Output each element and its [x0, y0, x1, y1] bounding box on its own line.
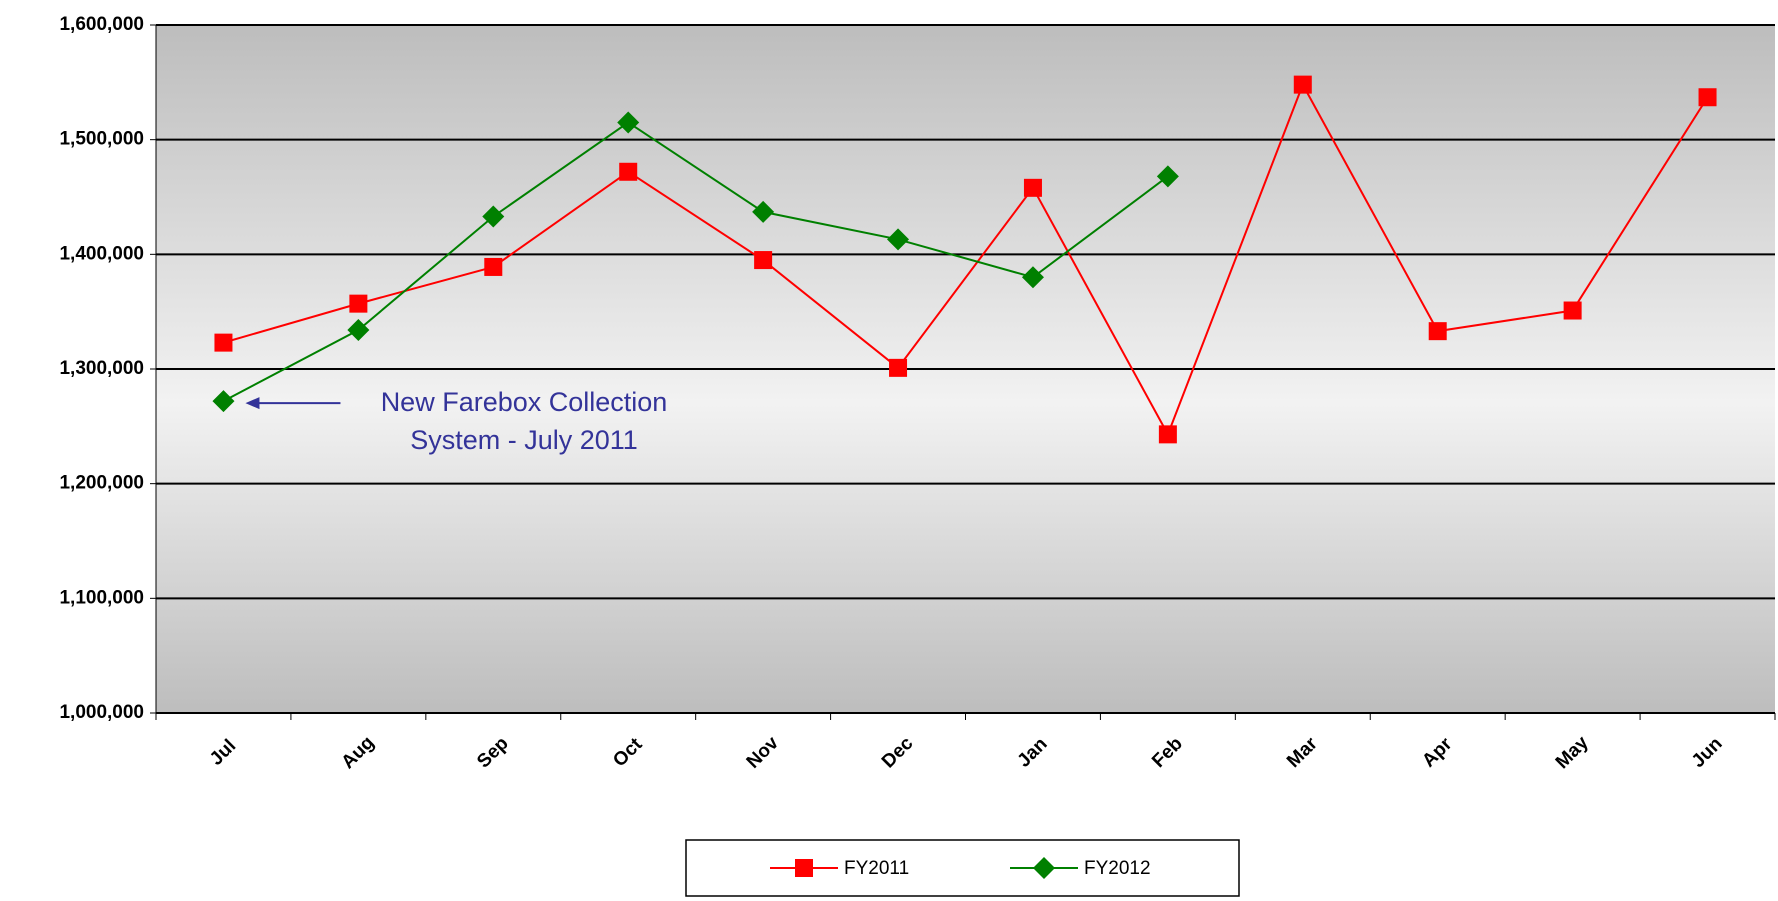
marker: [212, 390, 235, 413]
y-tick-label: 1,300,000: [59, 358, 144, 379]
x-tick-label: Feb: [1148, 733, 1187, 772]
y-tick-label: 1,400,000: [59, 243, 144, 264]
marker: [214, 333, 233, 352]
x-tick-label: Dec: [878, 733, 918, 773]
x-tick-label: Jan: [1014, 734, 1052, 772]
series-line: [222, 121, 1169, 402]
y-tick-label: 1,100,000: [59, 587, 144, 608]
marker: [752, 200, 775, 223]
marker: [1158, 425, 1177, 444]
y-tick-label: 1,600,000: [59, 14, 144, 35]
marker: [619, 162, 638, 181]
legend-label: FY2011: [844, 858, 909, 879]
marker: [1428, 322, 1447, 341]
y-tick-label: 1,200,000: [59, 473, 144, 494]
x-tick-label: Aug: [338, 732, 379, 773]
legend: FY2011 FY2012: [685, 839, 1240, 897]
x-tick-label: Sep: [473, 733, 512, 772]
marker: [1033, 857, 1055, 879]
marker: [349, 294, 368, 313]
x-tick-label: Mar: [1283, 733, 1322, 772]
x-tick-label: May: [1552, 732, 1593, 773]
marker: [795, 859, 813, 877]
marker: [1021, 266, 1044, 289]
annotation: New Farebox Collection: [381, 387, 668, 417]
x-tick-label: Oct: [609, 734, 647, 772]
legend-label: FY2012: [1084, 858, 1151, 879]
marker: [1023, 178, 1042, 197]
marker: [617, 111, 640, 134]
marker: [484, 257, 503, 276]
marker: [1698, 88, 1717, 107]
annotation: System - July 2011: [410, 425, 638, 455]
marker: [1293, 75, 1312, 94]
x-tick-label: Nov: [743, 732, 784, 773]
marker: [889, 358, 908, 377]
y-tick-label: 1,500,000: [59, 129, 144, 150]
annotation-arrowhead: [245, 397, 260, 410]
marker: [1156, 165, 1179, 188]
x-tick-label: Apr: [1418, 733, 1456, 771]
marker: [482, 205, 505, 228]
series-line: [223, 82, 1709, 437]
y-tick-label: 1,000,000: [59, 702, 144, 723]
marker: [887, 228, 910, 251]
marker: [754, 251, 773, 270]
legend-box: [685, 839, 1240, 897]
marker: [1563, 301, 1582, 320]
x-tick-label: Jun: [1688, 733, 1727, 772]
marker: [347, 319, 370, 342]
x-tick-label: Jul: [206, 736, 240, 770]
